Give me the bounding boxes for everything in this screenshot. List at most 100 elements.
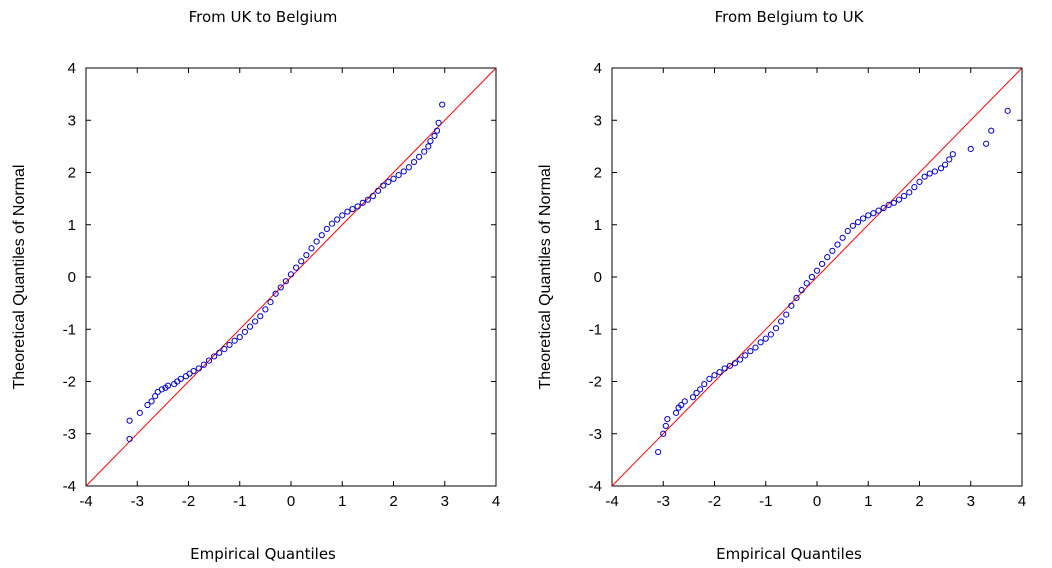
qq-plot: -4 -3 -2 -1 0 1 2 3 4 -4 -3 -2 -1 0 1 2 3 4 [589,60,1027,510]
data-point [400,168,407,175]
data-point [416,153,423,160]
x-tick-label: 0 [287,493,295,510]
x-tick-label: 2 [389,493,397,510]
data-point [860,215,867,222]
data-point [126,417,133,424]
data-point [308,245,315,252]
data-point [126,435,133,443]
data-point [433,127,441,134]
data-point [757,339,764,346]
y-tick-label: 3 [68,112,76,129]
x-axis-label: Empirical Quantiles [716,545,862,563]
data-point [339,212,346,219]
y-tick-label: 1 [594,217,602,234]
data-point [303,251,310,259]
data-point [819,260,826,268]
data-point [395,172,402,179]
data-point [942,161,949,168]
data-point [813,267,821,274]
data-point [793,294,800,301]
data-point [844,227,851,235]
data-point [328,220,336,227]
y-tick-label: -1 [589,321,602,338]
x-tick-label: -4 [79,493,92,510]
y-tick-label: 4 [594,60,602,77]
data-point [369,192,377,200]
data-point [662,422,669,430]
data-point [226,341,233,349]
y-tick-label: 1 [68,217,76,234]
y-tick-label: 0 [594,269,602,286]
data-point [701,381,708,388]
data-point [711,372,718,379]
data-point [721,365,728,372]
data-point [313,238,320,245]
y-tick-label: 2 [68,165,76,182]
data-point [681,398,688,405]
data-point [195,365,202,372]
data-point [870,210,877,217]
data-point [200,361,207,368]
y-tick-label: -4 [63,478,76,495]
y-tick-label: -2 [589,374,602,391]
data-point [216,349,223,356]
data-point [742,352,749,359]
y-tick-label: 2 [594,165,602,182]
data-point [158,386,165,393]
data-point [364,196,371,203]
data-point [752,344,759,351]
data-point [664,416,671,423]
data-point [890,199,897,206]
x-tick-label: 4 [1018,493,1026,510]
data-point [916,178,923,186]
data-point [241,328,248,335]
data-point [716,368,723,376]
data-point [246,323,254,330]
data-point [1004,107,1011,114]
data-point [375,187,382,194]
data-point [287,271,295,278]
data-point [349,205,356,213]
data-point [272,290,279,297]
data-point [906,189,913,196]
qq-plot: -4 -3 -2 -1 0 1 2 3 4 -4 -3 -2 -1 0 1 2 3 4 [63,60,501,510]
data-point [660,430,667,437]
x-tick-label: 1 [864,493,872,510]
x-tick-label: 4 [492,493,500,510]
data-point [267,298,274,306]
data-point [390,175,397,182]
x-tick-label: 1 [338,493,346,510]
data-point [257,313,264,320]
data-point [865,212,872,219]
data-point [747,348,754,355]
data-point [252,318,259,325]
data-point [344,208,351,215]
data-point [875,207,882,214]
data-point [931,168,938,175]
y-tick-label: -2 [63,374,76,391]
data-point [262,306,269,313]
y-tick-label: 0 [68,269,76,286]
data-point [293,264,300,271]
chart-panel-belgium-to-uk: From Belgium to UK Theoretical Quantiles… [526,0,1052,568]
x-tick-label: -3 [657,493,670,510]
data-point [431,132,438,140]
data-point [803,280,810,287]
data-point [410,158,418,166]
data-point [298,258,305,265]
data-point [693,389,700,397]
data-point [762,335,769,342]
x-tick-label: 0 [813,493,821,510]
data-point [190,367,197,375]
data-point [767,331,774,338]
data-point [798,286,805,294]
data-point [427,138,434,145]
data-point [829,247,836,254]
data-point [405,164,412,171]
data-point [967,145,974,153]
data-point [911,184,918,191]
data-point [901,192,908,200]
data-point [182,373,190,380]
x-tick-label: 2 [915,493,923,510]
y-tick-label: -1 [63,321,76,338]
